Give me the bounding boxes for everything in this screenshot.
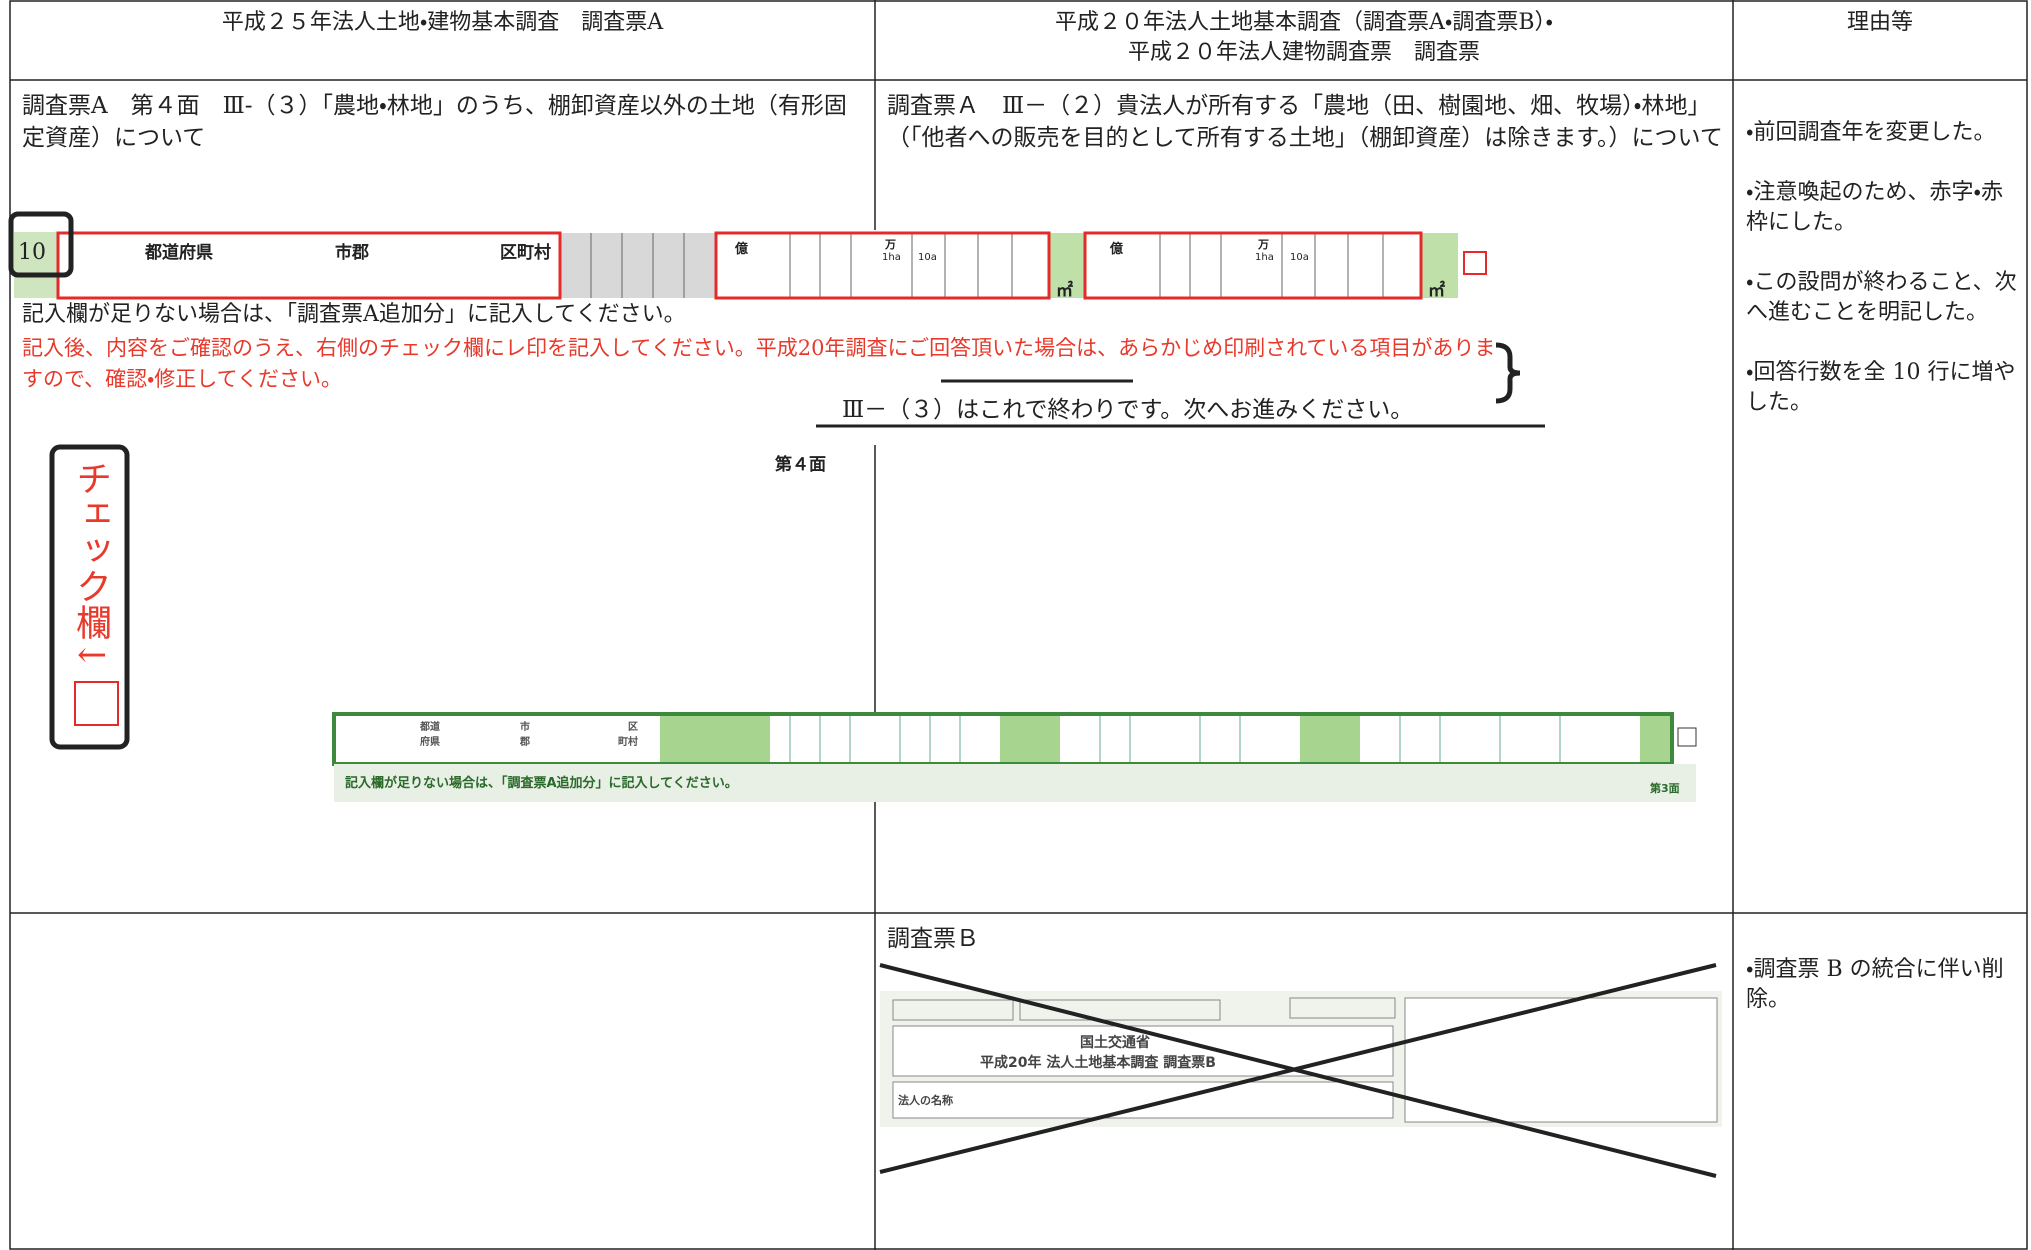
form-label: 1ha	[882, 252, 901, 263]
form-label: 市郡	[335, 243, 369, 263]
reason: ・前回調査年を変更した。	[1746, 120, 1996, 145]
form-label: 区町村	[500, 243, 551, 263]
form-label: 10a	[918, 252, 937, 263]
header-line: 平成２０年法人土地基本調査（調査票A・調査票B）・	[1054, 10, 1554, 35]
old-form-text: 法人の名称	[898, 1094, 953, 1107]
note: 記入欄が足りない場合は、「調査票A追加分」に記入してください。	[22, 302, 686, 327]
header-cell: 理由等	[1846, 10, 1913, 35]
form-unit: ㎡	[1428, 281, 1445, 301]
header-line: 平成２０年法人建物調査票 調査票	[1127, 40, 1480, 65]
form-label: 1ha	[1255, 252, 1274, 263]
reason: ・調査票 B の統合に伴い削除。	[1746, 957, 2004, 1012]
header-cell: 平成２０年法人土地基本調査（調査票A・調査票B）・ 平成２０年法人建物調査票 調査…	[875, 8, 1733, 68]
header-cell: 平成２５年法人土地・建物基本調査 調査票A	[221, 10, 664, 35]
form-unit: ㎡	[1056, 281, 1073, 301]
reason: ・この設問が終わること、次へ進むことを明記した。	[1746, 270, 2017, 325]
old-form-label: 区	[628, 722, 638, 733]
reason: ・回答行数を全 10 行に増やした。	[1746, 360, 2016, 415]
red-note-text: にご回答頂いた場合は、あらかじめ印刷されている項目がありますので、確認・修正して…	[22, 336, 1496, 391]
red-note-text: 記入後、内容をご確認のうえ、右側のチェック欄にレ印を記入してください。	[22, 336, 756, 360]
form-label: 万	[885, 238, 896, 251]
form-label: 10a	[1290, 252, 1309, 263]
page-number: 第４面	[775, 455, 826, 475]
form-label: 万	[1258, 238, 1269, 251]
row-number: 10	[18, 240, 46, 265]
end-note: Ⅲ－（３）はこれで終わりです。次へお進みください。	[842, 397, 1414, 423]
cell-heading: 調査票A 第４面 Ⅲ-（３）「農地・林地」のうち、棚卸資産以外の土地（有形固定資…	[22, 93, 847, 151]
old-form-label: 市	[520, 722, 530, 733]
old-form-note: 記入欄が足りない場合は、「調査票A追加分」に記入してください。	[345, 776, 738, 791]
form-label: 億	[735, 242, 749, 257]
reasons: ・前回調査年を変更した。 ・注意喚起のため、赤字・赤枠にした。 ・この設問が終わ…	[1746, 118, 2021, 418]
old-form-text: 平成20年 法人土地基本調査 調査票B	[980, 1055, 1216, 1071]
red-note: 記入後、内容をご確認のうえ、右側のチェック欄にレ印を記入してください。平成20年…	[22, 333, 1497, 395]
old-form-label: 町村	[618, 737, 638, 748]
old-form-page: 第3面	[1650, 782, 1680, 795]
form-label: 億	[1110, 242, 1124, 257]
old-form-text: 国土交通省	[1080, 1035, 1150, 1051]
reason: ・注意喚起のため、赤字・赤枠にした。	[1746, 180, 2003, 235]
reasons: ・調査票 B の統合に伴い削除。	[1746, 955, 2021, 1015]
old-form-label: 府県	[420, 737, 440, 748]
cell-heading: 調査票Ｂ	[887, 926, 979, 952]
check-label: チェック欄↓	[70, 460, 111, 671]
red-note-text: 平成20年調査	[755, 336, 888, 360]
cell-heading: 調査票Ａ Ⅲ－（２）貴法人が所有する「農地（田、樹園地、畑、牧場）・林地」（「他…	[887, 93, 1723, 151]
form-label: 都道府県	[145, 243, 213, 263]
old-form-label: 郡	[520, 737, 530, 748]
old-form-label: 都道	[420, 722, 440, 733]
